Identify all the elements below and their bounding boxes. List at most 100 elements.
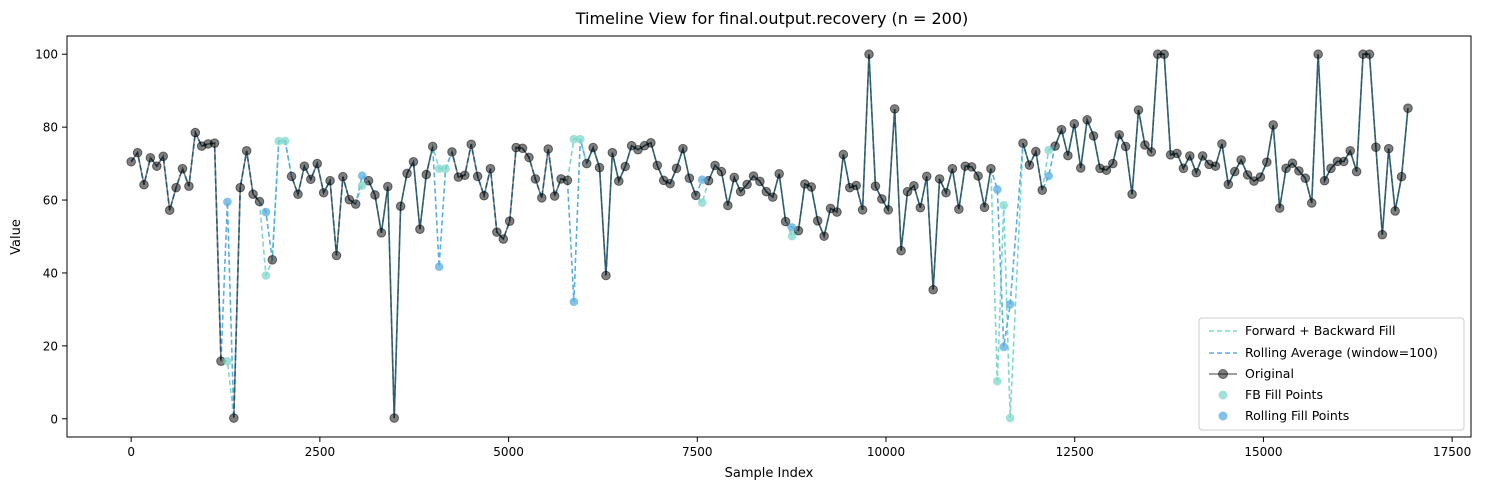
original-point: [1377, 229, 1388, 240]
fb-fill-point: [261, 271, 271, 280]
fb-fill-point: [697, 198, 707, 207]
original-point: [966, 162, 977, 172]
fb-fill-point: [274, 136, 284, 146]
legend-marker-fb-points: [1218, 390, 1228, 400]
fb-fill-point-layer: [223, 134, 1053, 423]
rolling-fill-point: [1044, 171, 1053, 181]
original-point: [485, 163, 496, 174]
original-point: [1345, 146, 1356, 156]
original-point: [318, 187, 329, 198]
original-point: [1390, 206, 1400, 216]
series-line-original: [130, 129, 222, 362]
original-point: [132, 147, 143, 158]
original-point: [1140, 140, 1150, 150]
series-line-original: [797, 54, 992, 290]
original-point: [954, 204, 964, 214]
original-point: [171, 182, 181, 193]
series-line-original: [1054, 53, 1409, 235]
original-point: [1396, 171, 1407, 182]
fb-fill-point: [441, 164, 450, 173]
original-point: [383, 181, 393, 192]
legend-label-rolling-points: Rolling Fill Points: [1245, 408, 1349, 423]
original-point: [896, 245, 906, 256]
original-point: [479, 190, 489, 201]
original-point: [581, 158, 592, 169]
original-point: [254, 196, 265, 207]
original-point: [812, 216, 823, 226]
original-point: [915, 202, 926, 213]
rolling-fill-point: [434, 262, 444, 272]
original-point: [1351, 166, 1362, 177]
original-point: [710, 160, 720, 171]
series-line-original: [367, 146, 434, 419]
original-point: [248, 189, 258, 200]
legend-marker-original: [1218, 369, 1228, 379]
original-point: [723, 200, 733, 211]
original-point: [1262, 157, 1272, 167]
original-point: [877, 194, 887, 204]
original-point: [1274, 203, 1285, 213]
rolling-fill-point: [357, 171, 367, 180]
original-point: [883, 205, 894, 215]
original-point: [338, 171, 348, 182]
original-point: [139, 179, 149, 190]
original-point: [780, 216, 791, 227]
fb-fill-point: [993, 376, 1002, 386]
y-axis-title: Value: [9, 219, 24, 255]
x-tick-label: 15000: [1244, 445, 1282, 459]
y-axis: 0 20 40 60 80 100: [35, 48, 67, 426]
legend-label-fb-line: Forward + Backward Fill: [1245, 323, 1395, 338]
original-point: [370, 190, 380, 200]
original-point: [607, 147, 618, 158]
original-point: [306, 174, 316, 185]
y-tick-label: 20: [43, 339, 58, 353]
original-point: [986, 163, 996, 174]
original-point: [325, 175, 335, 186]
original-point: [164, 205, 175, 216]
original-point: [1364, 49, 1375, 60]
original-point: [1191, 167, 1202, 178]
original-point: [177, 163, 188, 174]
original-point: [1313, 49, 1323, 60]
original-point: [973, 171, 983, 181]
original-point: [1172, 148, 1182, 159]
x-tick-label: 0: [127, 445, 135, 459]
original-point: [806, 182, 817, 192]
original-marker-layer: [126, 49, 1413, 423]
original-point: [267, 255, 278, 265]
original-point: [331, 250, 342, 261]
original-point: [344, 194, 355, 205]
original-point: [145, 152, 156, 163]
original-point: [588, 142, 598, 153]
original-point: [1082, 115, 1092, 125]
original-point: [1069, 119, 1080, 129]
original-point: [184, 181, 194, 191]
fb-fill-point: [575, 134, 585, 144]
y-tick-label: 0: [50, 412, 58, 426]
original-point: [979, 202, 990, 213]
y-tick-label: 60: [43, 194, 58, 208]
original-point: [1114, 129, 1125, 140]
rolling-fill-point-layer: [223, 171, 1053, 352]
original-point: [934, 174, 945, 184]
original-point: [421, 169, 432, 180]
legend-label-original: Original: [1245, 366, 1294, 381]
fb-fill-point: [999, 200, 1009, 210]
original-point: [447, 147, 457, 157]
original-point: [1197, 151, 1208, 161]
original-point: [152, 161, 162, 171]
original-point: [498, 234, 509, 244]
original-point: [902, 186, 913, 197]
original-point: [299, 161, 310, 171]
original-point: [1294, 166, 1304, 176]
original-point: [190, 127, 201, 138]
rolling-fill-point: [787, 223, 797, 232]
original-point: [652, 160, 663, 171]
original-point: [517, 143, 528, 154]
fb-fill-point: [569, 134, 579, 144]
original-point: [1229, 166, 1240, 177]
original-point: [671, 163, 682, 174]
original-point: [870, 181, 881, 191]
original-point: [684, 173, 695, 183]
